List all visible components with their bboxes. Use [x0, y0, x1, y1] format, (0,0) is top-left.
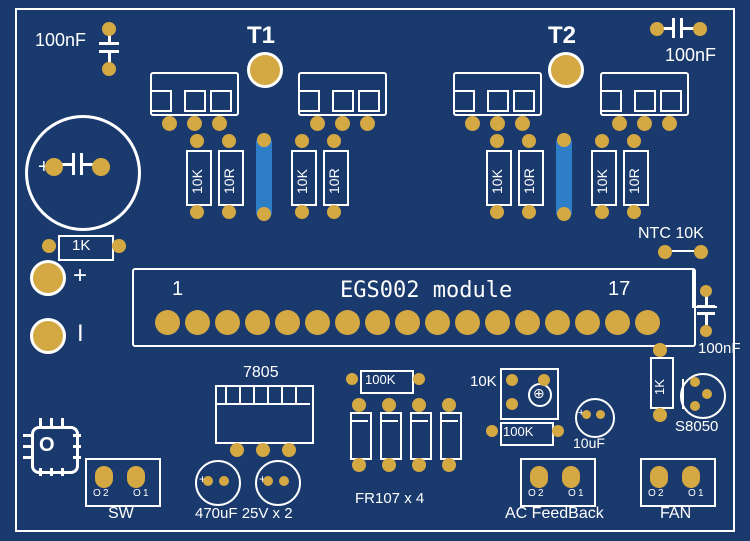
label-t2: T2 [548, 22, 576, 50]
border-top [15, 8, 735, 10]
pad [257, 133, 271, 147]
pad [112, 239, 126, 253]
module-pins [155, 310, 660, 335]
label-s8050: S8050 [675, 418, 718, 435]
label-pot10k: 10K [470, 373, 497, 390]
label-t1: T1 [247, 22, 275, 50]
pad [346, 373, 358, 385]
label-fan: FAN [660, 505, 691, 523]
pad [486, 425, 498, 437]
hole-i [30, 318, 66, 354]
pad [653, 343, 667, 357]
pad [596, 410, 605, 419]
label-i: I [77, 320, 84, 348]
label-100k-1: 100K [365, 372, 395, 387]
pad [102, 22, 116, 36]
ntc-line [672, 250, 694, 252]
border-right [733, 8, 735, 532]
pad [582, 410, 591, 419]
label-acfb: AC FeedBack [505, 505, 604, 523]
label-sw: SW [108, 505, 134, 523]
label-10uf: 10uF [573, 435, 605, 451]
label-pin1: 1 [172, 278, 183, 301]
label-fr107: FR107 x 4 [355, 490, 424, 507]
hole-t2 [548, 52, 584, 88]
label-470uf: 470uF 25V x 2 [195, 505, 293, 522]
pad [257, 207, 271, 221]
label-100nf-tl: 100nF [35, 30, 86, 51]
pad [102, 62, 116, 76]
border-bottom [15, 530, 735, 532]
pad [700, 325, 712, 337]
pad [653, 408, 667, 422]
pad [92, 158, 110, 176]
pad [45, 158, 63, 176]
label-1k-left: 1K [72, 237, 90, 254]
label-100k-2: 100K [503, 424, 533, 439]
label-pin17: 17 [608, 278, 630, 301]
pad [700, 285, 712, 297]
module-ext [692, 268, 694, 308]
border-left [15, 8, 17, 532]
pad [413, 373, 425, 385]
hole-plus [30, 260, 66, 296]
pcb-board: 100nF 100nF T1 T2 [0, 0, 750, 541]
pad [694, 245, 708, 259]
label-1k-right: 1K [652, 379, 667, 395]
pad [42, 239, 56, 253]
pad [557, 133, 571, 147]
label-100nf-mr: 100nF [698, 340, 741, 357]
label-ntc: NTC 10K [638, 225, 704, 243]
hole-t1 [247, 52, 283, 88]
pad [552, 425, 564, 437]
label-7805: 7805 [243, 364, 279, 382]
pad [650, 22, 664, 36]
label-plus: + [73, 262, 87, 290]
pad [658, 245, 672, 259]
pad [557, 207, 571, 221]
label-module: EGS002 module [340, 278, 512, 303]
label-100nf-tr: 100nF [665, 45, 716, 66]
pad [693, 22, 707, 36]
